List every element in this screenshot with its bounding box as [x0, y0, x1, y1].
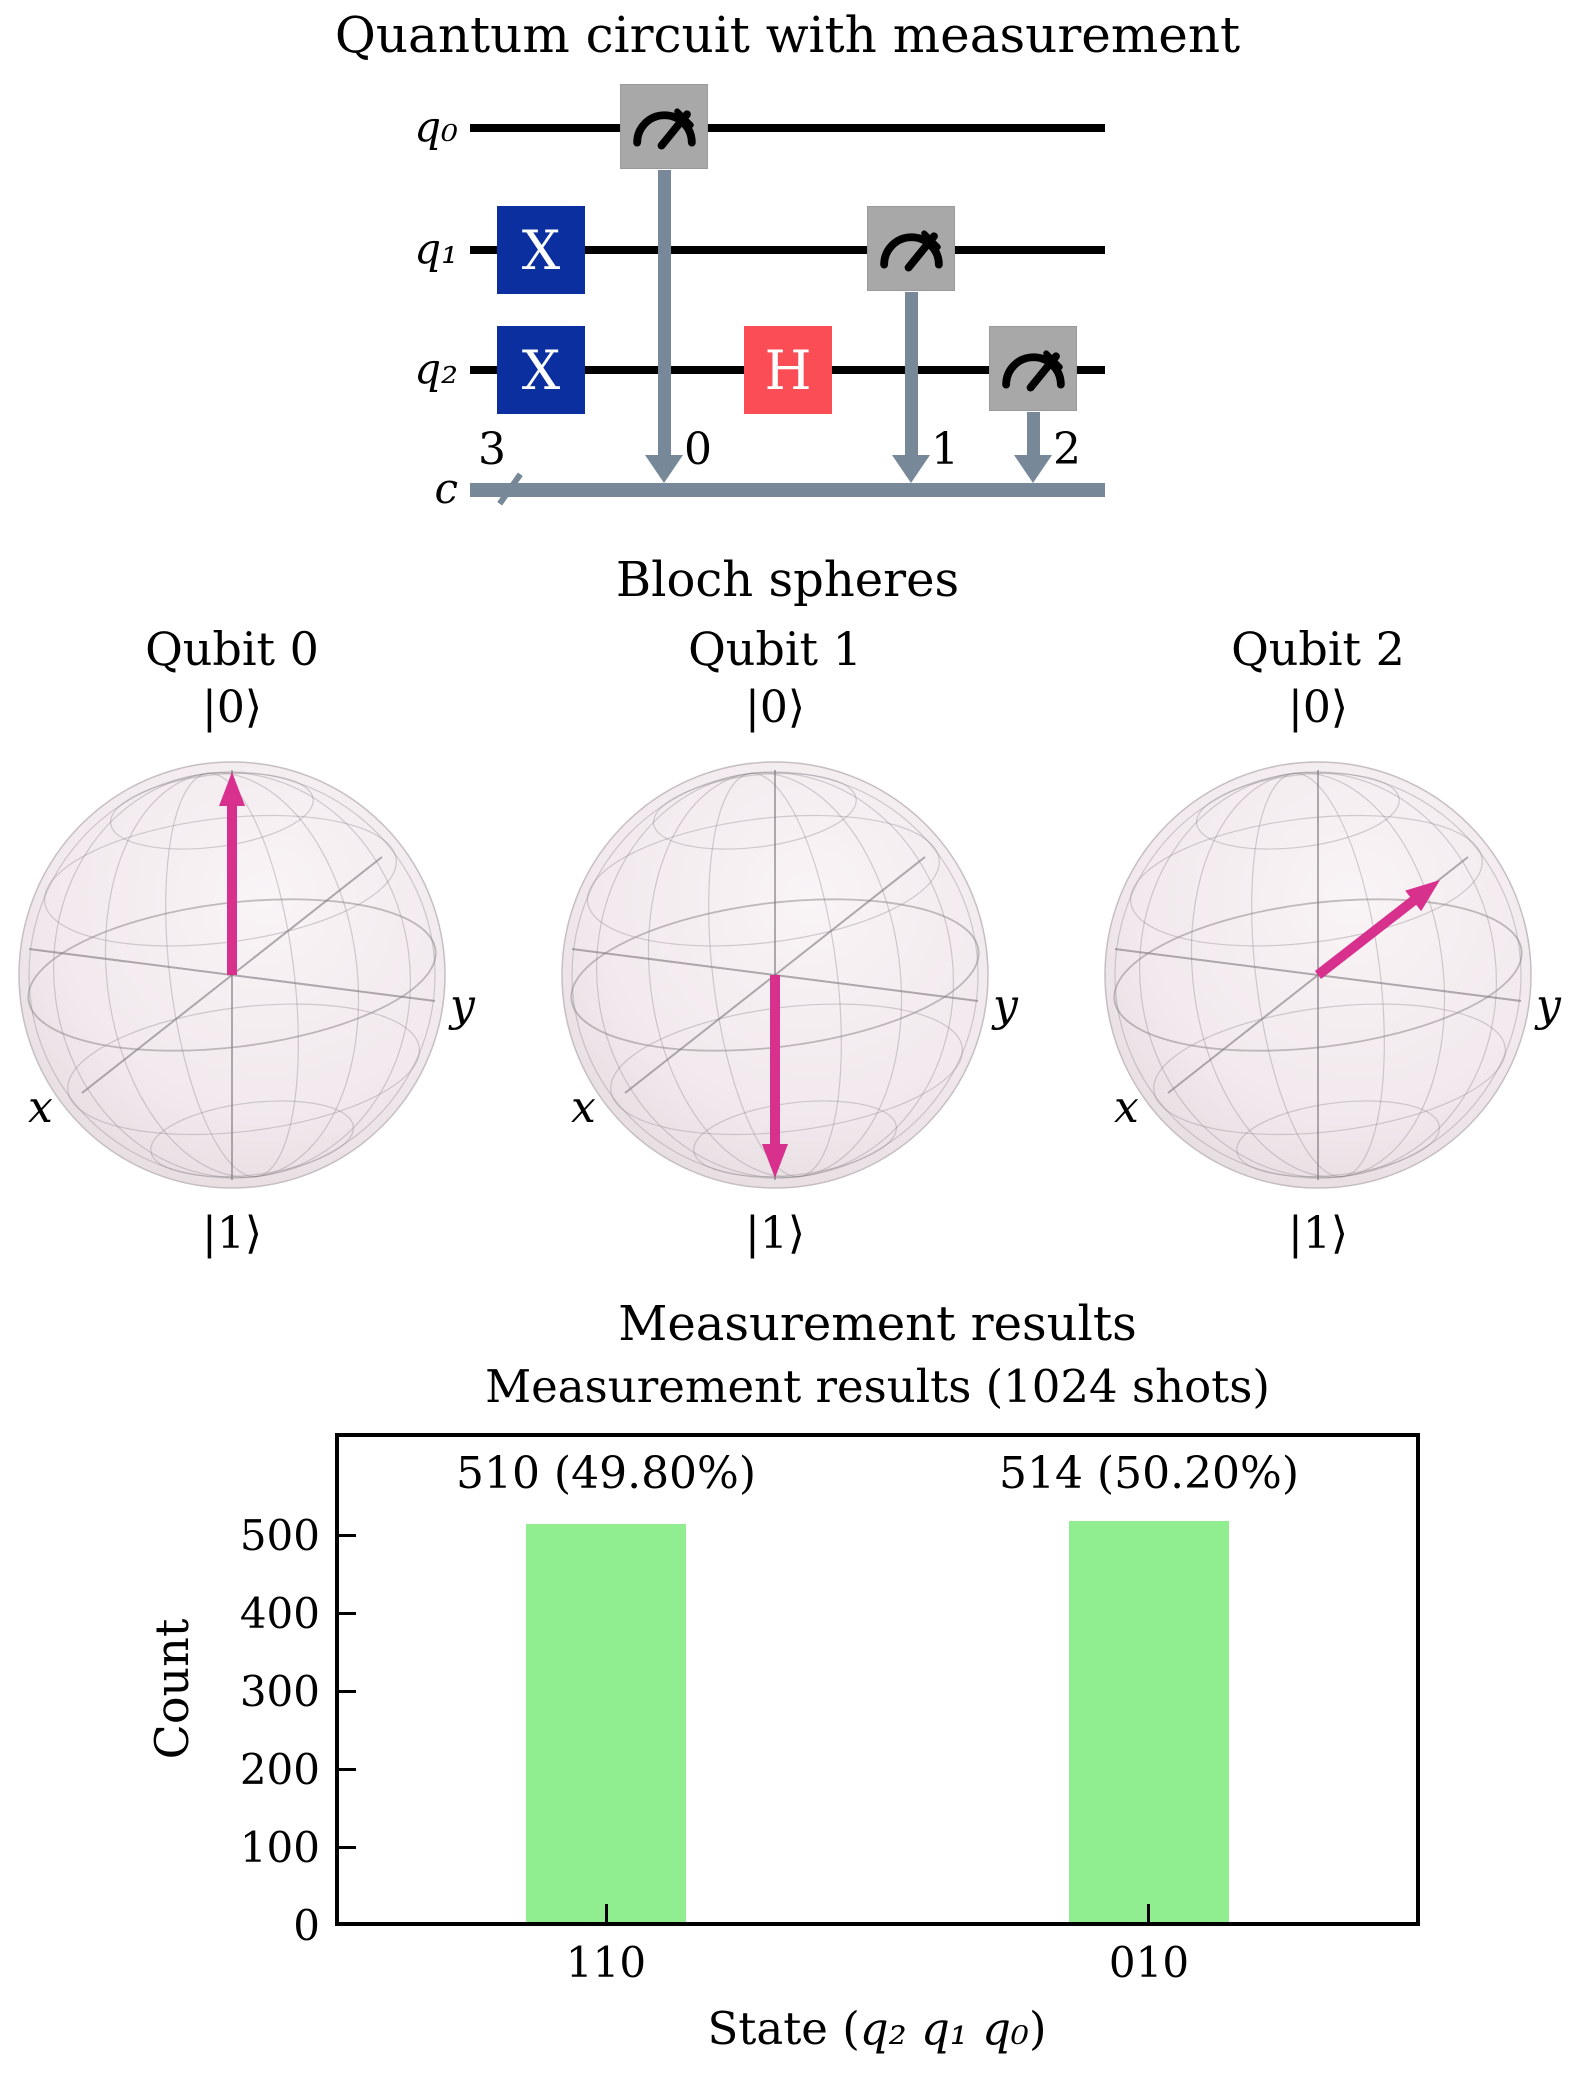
- x-axis-label-q1: x: [571, 1082, 596, 1133]
- bloch-qubit2-ket0: |0⟩: [1288, 682, 1348, 733]
- bloch-qubit0-title: Qubit 0: [145, 622, 319, 676]
- x-axis-title-math: q₂ q₁ q₀: [859, 2002, 1029, 2055]
- plot-area: [335, 1433, 1420, 1926]
- bloch-sphere-qubit2: [1096, 753, 1540, 1197]
- bloch-qubit2-title: Qubit 2: [1231, 622, 1405, 676]
- x-axis-label-q0: x: [28, 1082, 53, 1133]
- qubit-label-q1: q₁: [414, 224, 458, 273]
- quantum-wire-q0: [470, 124, 1105, 132]
- bar-value-label-010: 514 (50.20%): [998, 1448, 1300, 1499]
- bar-value-label-110: 510 (49.80%): [455, 1448, 757, 1499]
- state-vector-arrow: [1314, 893, 1421, 979]
- classical-wire: [470, 483, 1105, 497]
- y-axis-label-q0: y: [450, 980, 475, 1031]
- y-tick-label: 500: [239, 1510, 320, 1560]
- measure-gate-q0: [620, 84, 708, 169]
- y-tick-label: 400: [239, 1588, 320, 1638]
- bloch-qubit0-ket0: |0⟩: [202, 682, 262, 733]
- circuit-title: Quantum circuit with measurement: [334, 6, 1241, 64]
- measure-stem-q2: [1027, 412, 1040, 457]
- measure-arrowhead-0: [645, 455, 683, 483]
- x-tick-label-010: 010: [1108, 1938, 1190, 1987]
- y-axis-label-q2: y: [1536, 980, 1561, 1031]
- y-tick-label: 0: [293, 1901, 320, 1950]
- measure-arrowhead-1: [892, 455, 930, 483]
- quantum-wire-q1: [470, 246, 1105, 254]
- classical-bit-count: 3: [478, 424, 506, 475]
- y-tick-label: 200: [239, 1744, 320, 1794]
- measure-gate-q2: [989, 326, 1077, 411]
- qubit-label-q2: q₂: [414, 344, 458, 393]
- bloch-sphere-qubit0: [10, 753, 454, 1197]
- bloch-qubit0-ket1: |1⟩: [202, 1208, 262, 1259]
- bloch-qubit1-ket0: |0⟩: [745, 682, 805, 733]
- measure-stem-q1: [905, 292, 918, 457]
- measure-arrowhead-2: [1014, 455, 1052, 483]
- y-tick-label: 300: [239, 1666, 320, 1716]
- y-axis-title: Count: [145, 1618, 199, 1760]
- cbit-target-2: 2: [1053, 424, 1081, 475]
- y-axis-label-q1: y: [993, 980, 1018, 1031]
- bar-010: [1068, 1521, 1229, 1922]
- x-tick-label-110: 110: [565, 1938, 647, 1987]
- bloch-sphere-drawing: [1104, 761, 1532, 1189]
- meter-icon: [633, 108, 696, 150]
- x-axis-title-suffix: ): [1028, 2002, 1047, 2055]
- bloch-section-title: Bloch spheres: [615, 552, 960, 608]
- measure-stem-q0: [658, 170, 671, 457]
- x-gate-q2: X: [497, 326, 585, 414]
- bar-110: [526, 1524, 687, 1922]
- y-tick-label: 100: [239, 1822, 320, 1872]
- x-gate-q1: X: [497, 206, 585, 294]
- chart-title: Measurement results (1024 shots): [485, 1360, 1270, 1413]
- bloch-sphere-drawing: [18, 761, 446, 1189]
- bloch-sphere-drawing: [561, 761, 989, 1189]
- clbit-label: c: [434, 464, 458, 513]
- x-axis-title-prefix: State (: [707, 2002, 860, 2055]
- cbit-target-1: 1: [931, 424, 959, 475]
- qubit-label-q0: q₀: [414, 102, 458, 151]
- bloch-qubit1-title: Qubit 1: [688, 622, 862, 676]
- results-suptitle: Measurement results: [618, 1296, 1137, 1352]
- h-gate-q2: H: [744, 326, 832, 414]
- bloch-qubit1-ket1: |1⟩: [745, 1208, 805, 1259]
- x-axis-title: State (q₂ q₁ q₀): [477, 2002, 1277, 2055]
- x-axis-label-q2: x: [1114, 1082, 1139, 1133]
- bloch-qubit2-ket1: |1⟩: [1288, 1208, 1348, 1259]
- meter-icon: [1002, 350, 1065, 392]
- cbit-target-0: 0: [684, 424, 712, 475]
- bloch-sphere-qubit1: [553, 753, 997, 1197]
- meter-icon: [880, 230, 943, 272]
- measure-gate-q1: [867, 206, 955, 291]
